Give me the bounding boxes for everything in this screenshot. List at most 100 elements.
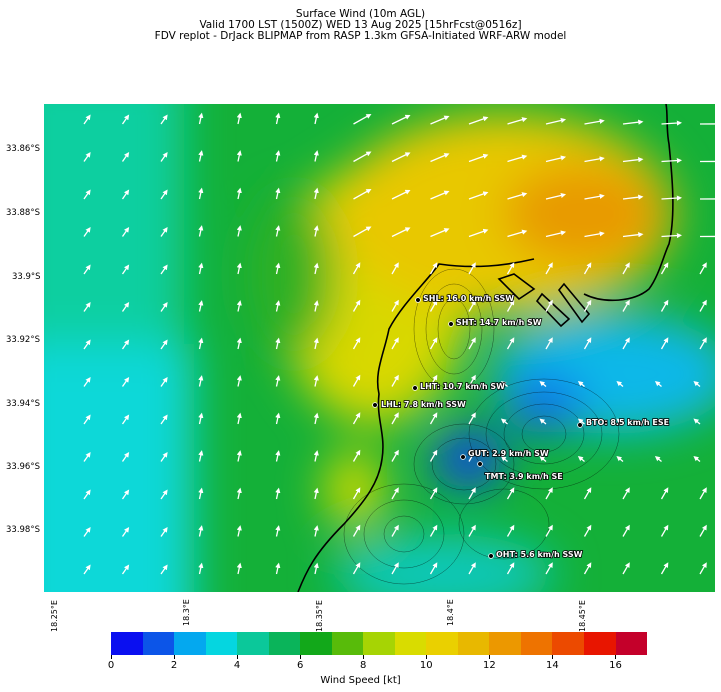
wind-arrow [545,230,567,238]
station-gut[interactable]: GUT: 2.9 km/h SW [460,448,550,460]
wind-arrow [160,489,168,500]
wind-map[interactable]: SHL: 16.0 km/h SSW SHT: 14.7 km/h SW LHT: … [44,104,715,592]
station-label: OHT: 5.6 km/h SSW [496,550,583,559]
wind-arrow [236,225,242,237]
wind-arrow [583,262,592,275]
station-label: SHL: 16.0 km/h SSW [423,294,514,303]
wind-arrow [313,262,319,275]
wind-arrow [391,412,399,425]
wind-arrow [83,151,91,162]
wind-arrow [616,455,624,462]
wind-arrow [313,450,319,462]
station-label: TMT: 3.9 km/h SE [485,472,563,481]
station-tmt[interactable]: TMT: 3.9 km/h SE [477,461,563,482]
station-label: BTO: 8.5 km/h ESE [586,418,669,427]
wind-arrow [275,150,281,162]
wind-arrow [313,412,319,425]
wind-arrow [121,414,130,425]
colorbar-tick-label: 0 [107,660,115,671]
wind-arrow [577,455,585,462]
wind-arrow [654,455,662,462]
wind-arrow [622,157,644,163]
wind-arrow [313,112,319,125]
colorbar-tick-label: 14 [546,660,559,671]
wind-arrow [391,114,411,125]
wind-arrow [468,337,476,350]
colorbar-tick-label: 6 [296,660,304,671]
wind-arrow [616,418,624,425]
wind-arrow [275,450,281,462]
station-oht[interactable]: OHT: 5.6 km/h SSW [488,549,583,560]
wind-arrow [507,229,528,238]
wind-arrow [160,526,168,537]
wind-arrow [699,299,707,312]
station-lhl[interactable]: LHL: 7.8 km/h SSW [372,399,467,410]
wind-arrow [83,339,91,350]
lat-label-33-86: 33.86°S [6,144,40,154]
wind-arrow [275,187,281,200]
wind-vectors [83,112,715,575]
wind-arrow [160,264,168,275]
colorbar-segment [363,632,395,655]
wind-arrow [545,262,553,275]
wind-arrow [584,231,605,238]
wind-arrow [121,189,130,200]
colorbar-tick-mark [489,655,491,659]
wind-arrow [275,225,281,237]
wind-arrow [660,299,669,312]
wind-arrow [699,262,707,275]
wind-arrow [313,187,319,200]
wind-arrow [275,112,281,125]
wind-arrow [313,487,319,500]
wind-arrow [198,562,204,575]
wind-arrow [583,337,592,350]
station-dot [477,461,483,467]
wind-arrow [622,524,630,537]
wind-arrow [352,262,361,275]
colorbar-tick-mark [300,655,302,659]
wind-arrow [391,449,399,462]
wind-arrow [429,337,438,350]
station-shl[interactable]: SHL: 16.0 km/h SSW [415,293,515,304]
colorbar-segment [394,632,427,655]
colorbar-segment [268,632,301,655]
wind-arrow [500,455,508,462]
station-bto[interactable]: BTO: 8.5 km/h ESE [577,417,670,428]
station-label: SHT: 14.7 km/h SW [456,318,542,327]
station-dot [372,402,378,408]
wind-arrow [693,455,701,462]
wind-arrow [313,300,319,312]
colorbar-tick-label: 16 [609,660,622,671]
wind-arrow [83,526,91,537]
station-lht[interactable]: LHT: 10.7 km/h SW [412,381,506,392]
station-dot [460,454,466,460]
wind-arrow [506,299,515,312]
wind-arrow [622,337,630,350]
wind-arrow [429,299,438,312]
wind-arrow [83,564,91,575]
wind-arrow [622,562,630,575]
wind-arrow [507,192,528,200]
wind-arrow [83,114,91,125]
wind-arrow [198,150,204,162]
wind-arrow [160,114,168,125]
station-dot [448,321,454,327]
wind-arrow [236,337,242,350]
wind-arrow [236,187,242,200]
wind-arrow [660,487,669,500]
wind-arrow [391,262,399,275]
wind-arrow [654,418,662,425]
wind-arrow [468,228,489,238]
wind-speed-field [44,104,715,592]
terrain-contours [343,268,620,585]
station-label: LHT: 10.7 km/h SW [420,382,505,391]
wind-arrow [83,489,91,500]
colorbar-segment [426,632,458,655]
station-sht[interactable]: SHT: 14.7 km/h SW [448,317,543,328]
wind-arrow [545,117,567,125]
wind-arrow [313,225,319,237]
colorbar-tick-label: 2 [170,660,178,671]
colorbar-tick-label: 8 [360,660,367,671]
wind-arrow [198,487,204,500]
wind-arrow [160,414,168,425]
